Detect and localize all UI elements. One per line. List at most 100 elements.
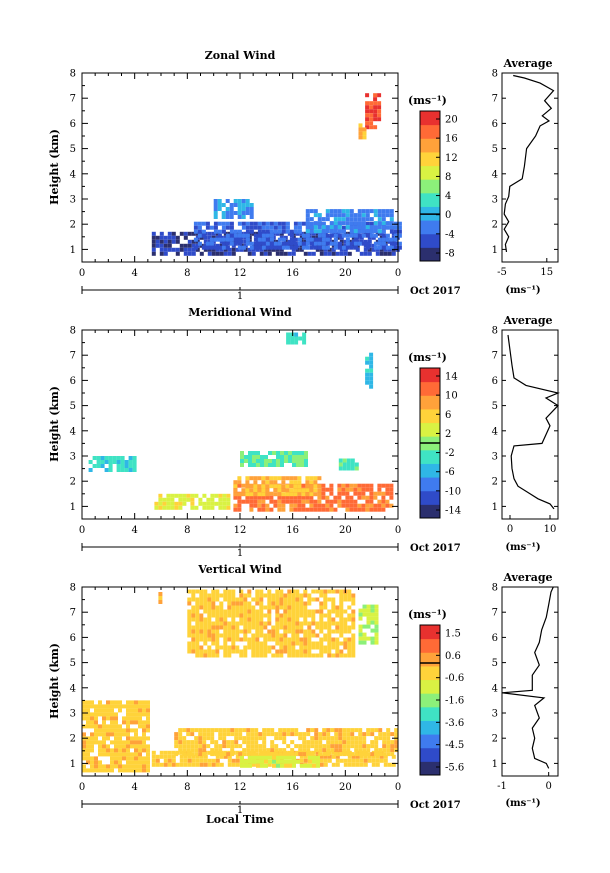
- heatmap-cell: [325, 241, 330, 246]
- heatmap-cell: [94, 756, 98, 761]
- heatmap-cell: [146, 704, 150, 709]
- heatmap-cell: [245, 233, 250, 238]
- heatmap-cell: [158, 600, 163, 604]
- heatmap-cell: [385, 237, 390, 242]
- heatmap-cell: [361, 487, 366, 492]
- heatmap-cell: [350, 740, 355, 745]
- heatmap-cell: [241, 211, 246, 215]
- heatmap-cell: [351, 758, 356, 763]
- heatmap-cell: [191, 754, 196, 759]
- heatmap-cell: [373, 245, 378, 250]
- heatmap-cell: [226, 497, 231, 502]
- heatmap-cell: [190, 505, 195, 510]
- heatmap-cell: [191, 637, 196, 642]
- heatmap-cell: [337, 213, 342, 218]
- heatmap-cell: [302, 332, 307, 337]
- heatmap-cell: [355, 754, 360, 759]
- heatmap-cell: [305, 209, 310, 214]
- heatmap-cell: [261, 229, 266, 234]
- heatmap-cell: [221, 245, 226, 250]
- x-tick-label: 12: [234, 782, 247, 793]
- heatmap-cell: [199, 649, 204, 654]
- heatmap-cell: [351, 754, 356, 759]
- heatmap-cell: [309, 209, 314, 214]
- heatmap-cell: [259, 613, 264, 618]
- heatmap-cell: [249, 488, 254, 493]
- y-tick-label: 4: [70, 169, 76, 180]
- heatmap-cell: [218, 744, 223, 749]
- heatmap-cell: [260, 459, 264, 463]
- heatmap-cell: [302, 732, 307, 737]
- heatmap-cell: [231, 758, 236, 763]
- profile-frame: [501, 586, 559, 777]
- heatmap-cell: [369, 487, 374, 492]
- profile-y-tick-label: 1: [492, 245, 498, 256]
- heatmap-cell: [211, 597, 216, 602]
- heatmap-cell: [343, 653, 348, 658]
- heatmap-cell: [303, 589, 308, 594]
- heatmap-cell: [341, 217, 346, 222]
- heatmap-cell: [382, 740, 387, 745]
- heatmap-cell: [159, 750, 164, 755]
- heatmap-cell: [370, 732, 375, 737]
- heatmap-cell: [108, 464, 113, 468]
- heatmap-cell: [249, 225, 254, 230]
- heatmap-cell: [260, 455, 264, 459]
- heatmap-cell: [110, 712, 114, 717]
- heatmap-cell: [305, 213, 310, 218]
- y-tick-label: 7: [70, 94, 76, 105]
- heatmap-cell: [377, 113, 382, 118]
- heatmap-cell: [206, 728, 211, 733]
- vertical-wind-x-ticks: 0 4 8 12 16 20 0: [79, 587, 401, 793]
- heatmap-cell: [112, 460, 117, 464]
- heatmap-cell: [108, 460, 113, 464]
- wind-region: [187, 589, 356, 658]
- heatmap-cell: [277, 229, 282, 234]
- heatmap-cell: [357, 495, 362, 500]
- heatmap-cell: [374, 604, 379, 609]
- heatmap-cell: [102, 708, 106, 713]
- heatmap-cell: [269, 225, 274, 230]
- heatmap-cell: [274, 744, 279, 749]
- heatmap-cell: [290, 732, 295, 737]
- heatmap-cell: [349, 241, 354, 246]
- heatmap-cell: [273, 221, 278, 226]
- heatmap-cell: [102, 768, 106, 773]
- heatmap-cell: [190, 732, 195, 737]
- profile-y-tick-label: 3: [492, 709, 498, 720]
- heatmap-cell: [339, 601, 344, 606]
- heatmap-cell: [379, 754, 384, 759]
- heatmap-cell: [311, 653, 316, 658]
- heatmap-cell: [116, 456, 121, 460]
- heatmap-cell: [358, 748, 363, 753]
- heatmap-cell: [275, 613, 280, 618]
- heatmap-cell: [370, 640, 375, 645]
- heatmap-cell: [259, 597, 264, 602]
- heatmap-cell: [243, 649, 248, 654]
- heatmap-cell: [326, 728, 331, 733]
- heatmap-cell: [207, 649, 212, 654]
- heatmap-cell: [325, 503, 330, 508]
- heatmap-cell: [377, 105, 382, 110]
- heatmap-cell: [256, 755, 260, 760]
- heatmap-cell: [106, 744, 110, 749]
- heatmap-cell: [182, 752, 187, 757]
- heatmap-cell: [300, 463, 304, 467]
- heatmap-cell: [295, 617, 300, 622]
- heatmap-cell: [207, 637, 212, 642]
- heatmap-cell: [243, 625, 248, 630]
- heatmap-cell: [369, 380, 374, 385]
- heatmap-cell: [275, 601, 280, 606]
- heatmap-cell: [265, 241, 270, 246]
- heatmap-cell: [285, 495, 290, 500]
- heatmap-cell: [199, 617, 204, 622]
- heatmap-cell: [82, 732, 86, 737]
- heatmap-cell: [182, 728, 187, 733]
- heatmap-cell: [362, 604, 367, 609]
- heatmap-cell: [219, 621, 224, 626]
- heatmap-cell: [297, 237, 302, 242]
- heatmap-cell: [272, 763, 276, 768]
- heatmap-cell: [347, 617, 352, 622]
- heatmap-cell: [213, 245, 218, 250]
- heatmap-cell: [293, 237, 298, 242]
